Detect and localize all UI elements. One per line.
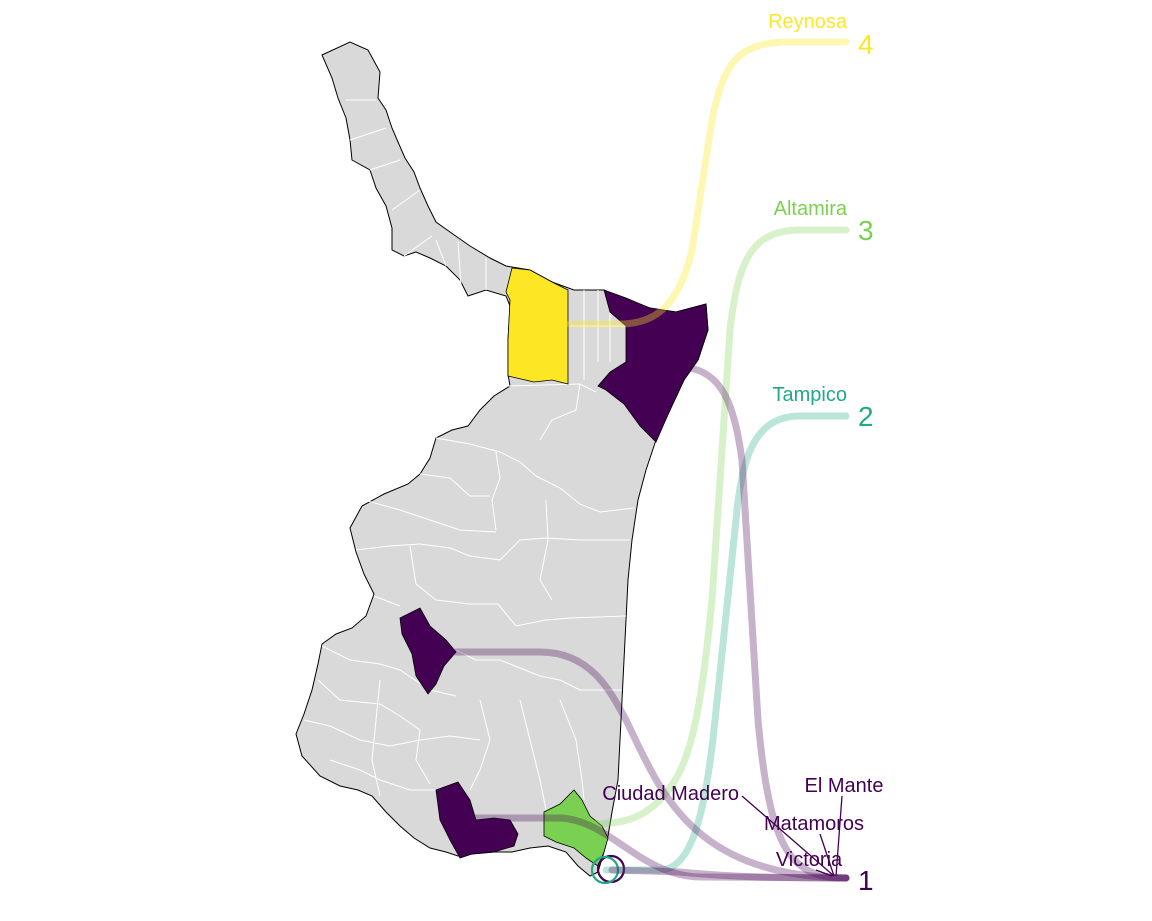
connector-victoria: [452, 648, 850, 882]
municipality-el-mante: [435, 781, 519, 859]
label-altamira: Altamira: [774, 198, 848, 220]
label-ciudad-madero: Ciudad Madero: [602, 783, 739, 805]
municipality-tampico-marker: [590, 855, 620, 885]
municipality-reynosa: [505, 267, 569, 385]
rank-1: 1: [858, 865, 874, 896]
connector-el-mante: [466, 814, 850, 882]
rank-2: 2: [858, 401, 874, 432]
connector-altamira: [586, 226, 850, 828]
connector-ciudad-madero: [608, 866, 850, 882]
label-leaders: [741, 795, 843, 877]
label-tampico: Tampico: [773, 384, 847, 406]
label-reynosa: Reynosa: [768, 11, 848, 33]
connector-tampico: [602, 412, 850, 874]
connector-reynosa: [566, 38, 850, 328]
rank-4: 4: [858, 29, 874, 60]
label-victoria: Victoria: [776, 849, 843, 871]
label-matamoros: Matamoros: [764, 813, 864, 835]
connector-matamoros: [686, 364, 850, 882]
municipality-matamoros: [597, 289, 709, 443]
label-el-mante: El Mante: [805, 775, 884, 797]
state-outline: [295, 41, 709, 877]
municipality-altamira: [543, 789, 609, 867]
rank-3: 3: [858, 215, 874, 246]
municipality-victoria: [399, 607, 457, 695]
connector-lines: [452, 38, 850, 882]
